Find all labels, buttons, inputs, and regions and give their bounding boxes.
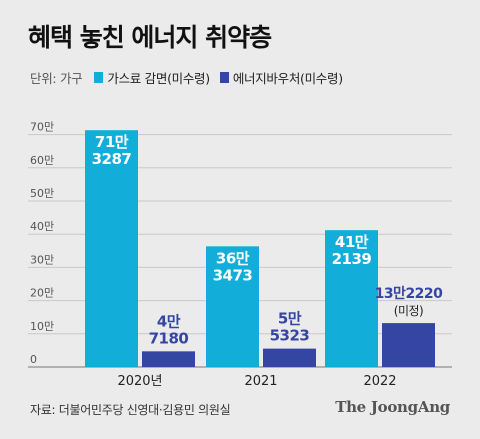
data-label: 3287 [92, 150, 132, 168]
bar-gas-0 [85, 130, 138, 367]
data-label: 3473 [213, 266, 253, 284]
y-tick-label: 0 [30, 353, 37, 366]
data-label: 13만2220 [375, 286, 444, 302]
brand-logo: The JoongAng [335, 398, 450, 416]
bar-gas-2 [325, 230, 378, 367]
y-tick-label: 20만 [30, 287, 54, 300]
x-tick-label: 2021 [244, 374, 277, 389]
chart-title: 혜택 놓친 에너지 취약층 [28, 23, 272, 52]
y-tick-label: 60만 [30, 154, 54, 167]
bar-voucher-2 [382, 323, 435, 367]
legend-item-gas: 가스료 감면(미수령) [94, 68, 210, 87]
data-label: 36만 [216, 249, 250, 267]
y-tick-label: 40만 [30, 220, 54, 233]
data-label: 2139 [332, 250, 372, 268]
bar-voucher-1 [263, 348, 316, 367]
legend: 단위: 가구 가스료 감면(미수령) 에너지바우처(미수령) [30, 68, 353, 87]
y-tick-label: 70만 [30, 121, 54, 134]
y-tick-label: 10만 [30, 320, 54, 333]
x-tick-label: 2022 [363, 374, 396, 389]
bar-gas-1 [206, 246, 259, 367]
legend-label-voucher: 에너지바우처(미수령) [232, 71, 343, 86]
legend-swatch-gas [94, 72, 104, 83]
unit-label: 단위: 가구 [30, 71, 83, 86]
data-label: 7180 [149, 329, 189, 347]
data-label: 5만 [278, 310, 302, 328]
data-label: (미정) [394, 304, 423, 318]
y-tick-label: 30만 [30, 253, 54, 266]
y-tick-label: 50만 [30, 187, 54, 200]
legend-swatch-voucher [219, 72, 229, 83]
data-label: 5323 [270, 327, 310, 345]
bar-voucher-0 [142, 351, 195, 367]
legend-label-gas: 가스료 감면(미수령) [107, 71, 210, 86]
data-label: 71만 [95, 133, 129, 151]
data-label: 4만 [157, 312, 181, 330]
source-note: 자료: 더불어민주당 신영대·김용민 의원실 [30, 403, 231, 417]
legend-item-voucher: 에너지바우처(미수령) [219, 68, 343, 87]
data-label: 41만 [335, 233, 369, 251]
x-tick-label: 2020년 [117, 374, 162, 389]
